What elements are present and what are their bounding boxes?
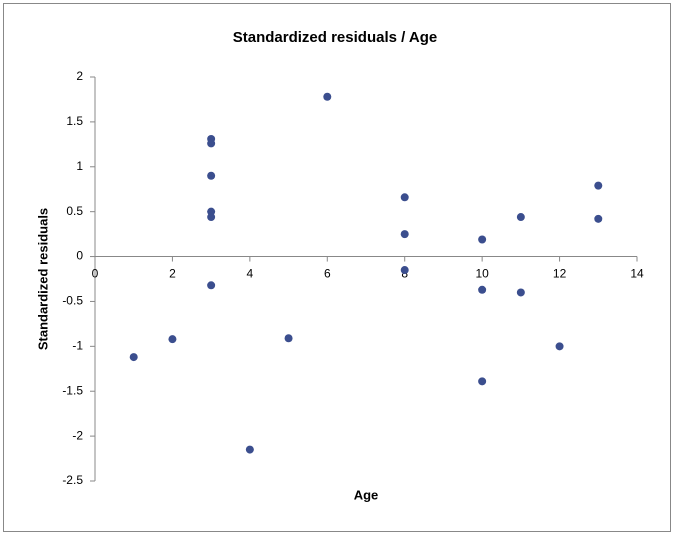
y-tick-label: -1 bbox=[72, 339, 83, 353]
x-tick-label: 14 bbox=[630, 267, 644, 281]
chart-title: Standardized residuals / Age bbox=[233, 29, 438, 46]
point bbox=[516, 288, 525, 297]
y-tick-label: 2 bbox=[76, 69, 83, 83]
point bbox=[284, 334, 293, 343]
x-tick-label: 12 bbox=[553, 267, 567, 281]
point bbox=[207, 171, 216, 180]
x-tick-label: 0 bbox=[92, 267, 99, 281]
point bbox=[245, 445, 254, 454]
point bbox=[516, 213, 525, 222]
y-axis-title: Standardized residuals bbox=[35, 208, 50, 350]
point bbox=[478, 235, 487, 244]
point bbox=[207, 281, 216, 290]
x-tick-label: 4 bbox=[247, 267, 254, 281]
x-tick-label: 10 bbox=[475, 267, 489, 281]
point bbox=[478, 285, 487, 294]
point bbox=[207, 139, 216, 148]
y-tick-label: 0 bbox=[76, 249, 83, 263]
y-tick-label: -1.5 bbox=[62, 383, 83, 397]
point bbox=[168, 335, 177, 344]
x-axis-title: Age bbox=[354, 487, 379, 502]
y-tick-label: 1.5 bbox=[66, 114, 83, 128]
y-tick-label: 1 bbox=[76, 159, 83, 173]
chart-frame bbox=[3, 3, 671, 532]
y-tick-label: -2.5 bbox=[62, 473, 83, 487]
x-tick-label: 2 bbox=[169, 267, 176, 281]
point bbox=[400, 230, 409, 239]
point bbox=[478, 377, 487, 386]
point bbox=[323, 92, 332, 101]
point bbox=[555, 342, 564, 351]
point bbox=[400, 193, 409, 202]
y-tick-label: -2 bbox=[72, 428, 83, 442]
x-tick-label: 6 bbox=[324, 267, 331, 281]
point bbox=[594, 214, 603, 223]
point bbox=[129, 353, 138, 362]
y-tick-label: -0.5 bbox=[62, 294, 83, 308]
y-tick-label: 0.5 bbox=[66, 204, 83, 218]
point bbox=[400, 266, 409, 275]
point bbox=[207, 213, 216, 222]
point bbox=[594, 181, 603, 190]
